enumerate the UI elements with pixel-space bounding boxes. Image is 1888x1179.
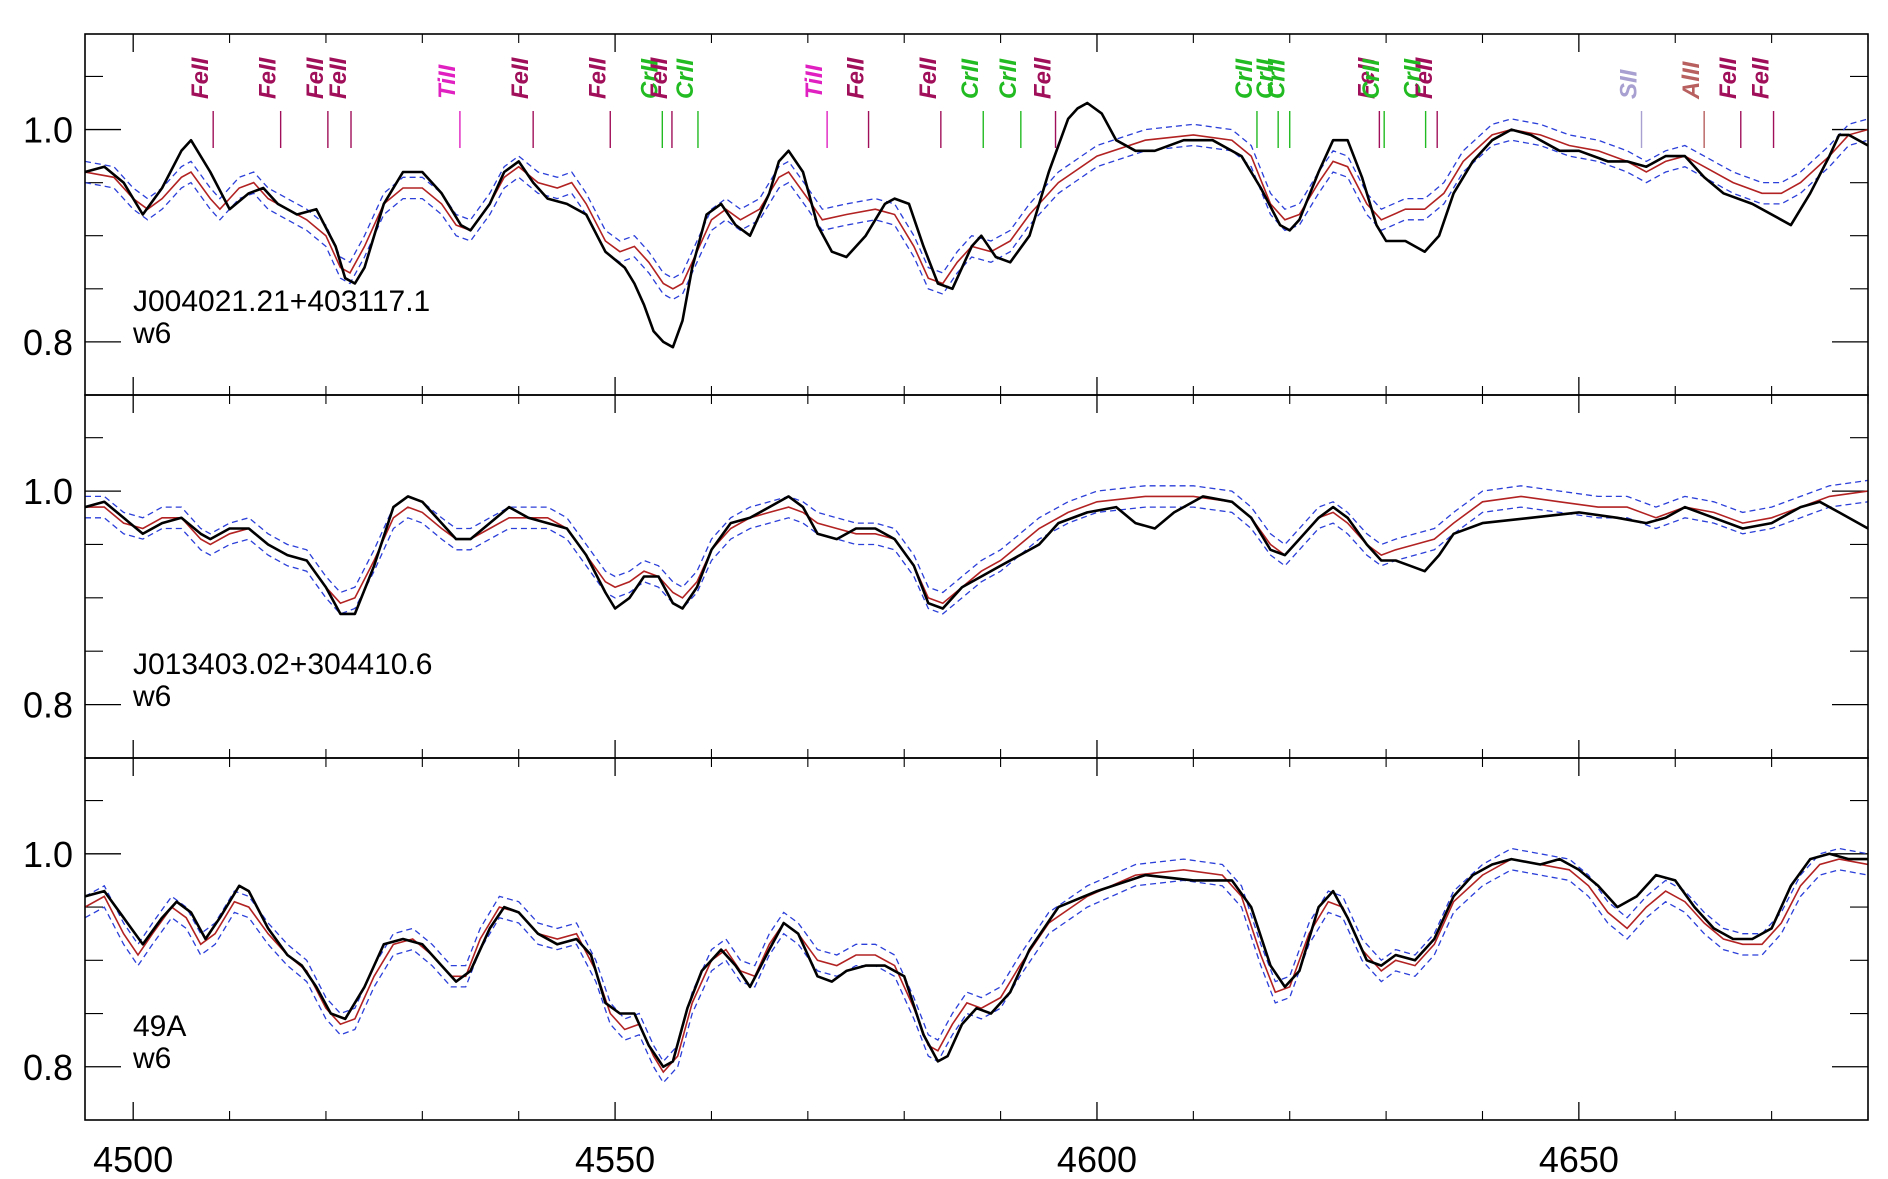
model-bound-line [85, 847, 1868, 1063]
line-id-label: CrII [957, 58, 984, 99]
y-tick-label: 1.0 [23, 110, 73, 151]
line-id-label: CrII [1264, 58, 1291, 99]
line-id-label: SII [1616, 68, 1643, 99]
panel-frame [84, 757, 1869, 1121]
observed-spectrum-line [85, 495, 1868, 616]
line-id-label: FeII [255, 56, 282, 99]
panel-plot-area [85, 847, 1868, 1084]
line-id-label: FeII [646, 56, 673, 99]
x-tick-label: 4650 [1539, 1139, 1619, 1179]
setting-label: w6 [132, 1042, 171, 1075]
setting-label: w6 [132, 317, 171, 350]
line-id-label: FeII [1715, 56, 1742, 99]
line-id-label: CrII [995, 58, 1022, 99]
spectrum-panel: 0.8 1.0 J013403.02+304410.6w6 [23, 394, 1869, 759]
line-id-label: FeII [1353, 56, 1380, 99]
model-bound-line [85, 139, 1868, 301]
y-tick-label: 0.8 [23, 1047, 73, 1088]
panel-plot-area [85, 101, 1868, 349]
setting-label: w6 [132, 680, 171, 713]
y-tick-label: 1.0 [23, 471, 73, 512]
observed-spectrum-line [85, 852, 1868, 1069]
line-id-label: FeII [1411, 56, 1438, 99]
line-id-label: FeII [507, 56, 534, 99]
observed-spectrum-line [85, 101, 1868, 349]
star-name-label: 49A [133, 1010, 186, 1043]
star-name-label: J013403.02+304410.6 [133, 648, 432, 681]
x-tick-label: 4500 [93, 1139, 173, 1179]
model-spectrum-line [85, 490, 1868, 605]
line-id-label: CrII [672, 58, 699, 99]
line-id-label: FeII [1030, 56, 1057, 99]
line-id-label: FeII [187, 56, 214, 99]
line-id-label: TiII [801, 63, 828, 99]
model-bound-line [85, 479, 1868, 594]
line-id-label: FeII [843, 56, 870, 99]
line-id-label: CrII [636, 58, 663, 99]
star-name-label: J004021.21+403117.1 [133, 285, 430, 318]
line-id-label: CrII [1252, 58, 1279, 99]
line-id-label: CrII [1400, 58, 1427, 99]
line-id-label: FeII [584, 56, 611, 99]
model-bound-line [85, 501, 1868, 615]
x-tick-labels: 4500 4550 4600 4650 [93, 1139, 1619, 1179]
model-bound-line [85, 118, 1868, 279]
y-tick-label: 0.8 [23, 322, 73, 363]
x-tick-label: 4600 [1057, 1139, 1137, 1179]
line-id-label: AlII [1678, 60, 1705, 100]
y-tick-label: 0.8 [23, 685, 73, 726]
line-id-label: CrII [1358, 58, 1385, 99]
model-spectrum-line [85, 858, 1868, 1074]
line-id-label: FeII [915, 56, 942, 99]
x-tick-label: 4550 [575, 1139, 655, 1179]
panel-plot-area [85, 479, 1868, 616]
line-id-label: TiII [434, 63, 461, 99]
line-id-label: FeII [325, 56, 352, 99]
line-id-label: FeII [302, 56, 329, 99]
y-tick-label: 1.0 [23, 834, 73, 875]
line-id-label: CrII [1231, 58, 1258, 99]
line-id-label: FeII [1748, 56, 1775, 99]
